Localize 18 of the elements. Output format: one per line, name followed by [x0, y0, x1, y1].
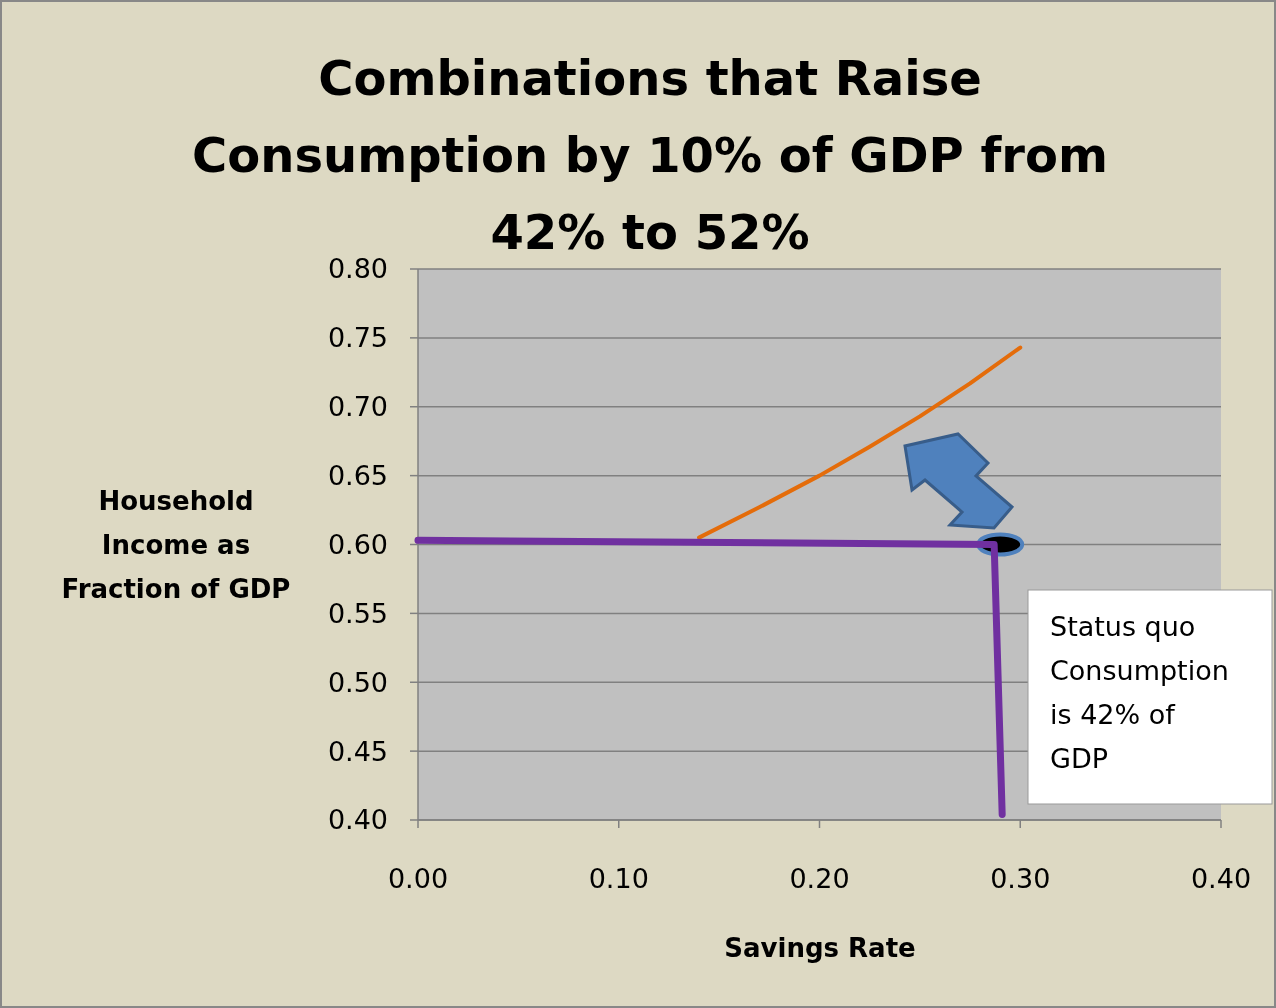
line-series — [697, 345, 1023, 540]
y-tick-label: 0.70 — [327, 391, 388, 423]
y-tick-label: 0.45 — [327, 735, 388, 767]
x-tick-label: 0.20 — [789, 863, 850, 894]
y-tick-label: 0.75 — [327, 322, 388, 354]
y-tick-label: 0.60 — [327, 528, 388, 560]
x-tick-label: 0.30 — [990, 863, 1051, 894]
y-tick-label: 0.55 — [327, 597, 388, 629]
y-axis-title: Household Income as Fraction of GDP — [61, 486, 291, 604]
y-tick-label: 0.80 — [327, 253, 388, 285]
annotation: Status quo Consumption is 42% of GDP — [1050, 611, 1229, 774]
x-tick-label: 0.40 — [1190, 863, 1252, 894]
x-tick-label: 0.10 — [588, 863, 649, 894]
x-tick-label: 0.00 — [387, 863, 449, 894]
y-tick-label: 0.65 — [327, 460, 388, 492]
x-axis-title: Savings Rate — [724, 933, 916, 963]
y-tick-label: 0.50 — [327, 666, 388, 698]
y-tick-label: 0.40 — [327, 804, 388, 836]
